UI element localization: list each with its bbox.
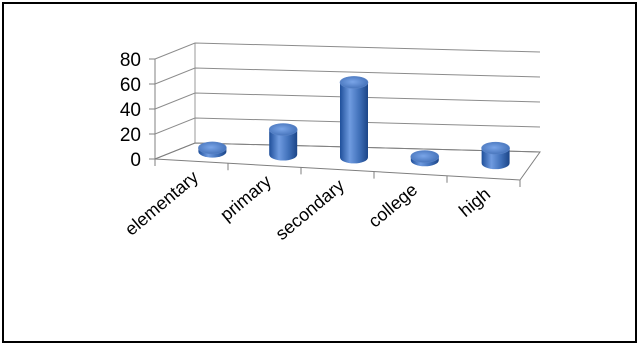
chart-frame: [2, 2, 637, 343]
gridline: [154, 42, 541, 60]
gridline: [154, 117, 541, 135]
bar-elementary: [198, 141, 227, 158]
y-axis-tick-labels: 0 20 40 60 80: [120, 50, 155, 171]
bar-secondary: [339, 76, 369, 164]
bar-college: [410, 150, 440, 167]
x-tick-label-primary: primary: [216, 171, 275, 225]
floor: [154, 142, 541, 187]
gridline: [154, 92, 541, 110]
gridline: [154, 67, 541, 85]
bar-top: [481, 141, 510, 155]
x-tick-label-secondary: secondary: [272, 175, 348, 244]
y-tick-label: 40: [120, 100, 141, 121]
bar-top: [410, 150, 440, 163]
bars: [198, 76, 510, 170]
x-tick-label-elementary: elementary: [121, 167, 202, 240]
bar-high: [481, 141, 510, 170]
bar-top: [268, 123, 298, 136]
y-tick-label: 80: [120, 50, 141, 71]
x-tick-label-college: college: [365, 179, 422, 231]
y-tick-label: 20: [120, 125, 141, 146]
bar-primary: [268, 123, 298, 161]
y-tick-label: 0: [130, 150, 141, 171]
x-tick-label-high: high: [455, 184, 494, 221]
bar-top: [339, 76, 369, 89]
y-tick-label: 60: [120, 75, 141, 96]
floor-outline: [154, 142, 541, 181]
bar-top: [198, 141, 227, 155]
bar-body: [269, 129, 298, 161]
bar-body: [340, 82, 368, 164]
